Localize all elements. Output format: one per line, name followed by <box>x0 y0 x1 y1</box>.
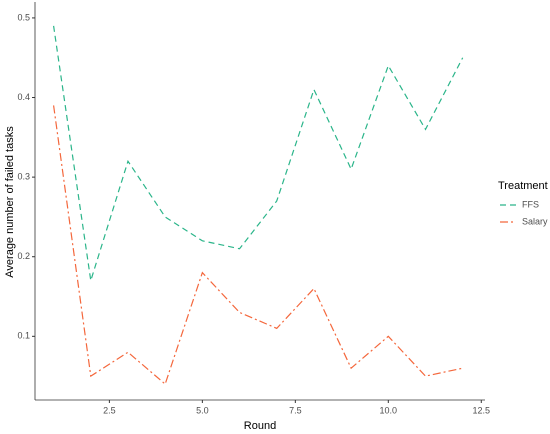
series-line <box>53 105 463 386</box>
x-tick-label: 2.5 <box>103 405 116 415</box>
y-tick-label: 0.3 <box>17 171 30 181</box>
y-tick-label: 0.4 <box>17 92 30 102</box>
x-tick-label: 12.5 <box>473 405 491 415</box>
legend-label: Salary <box>522 216 548 226</box>
x-axis-title: Round <box>244 420 276 432</box>
y-tick-label: 0.5 <box>17 12 30 22</box>
y-axis-title: Average number of failed tasks <box>4 126 16 278</box>
legend-title: Treatment <box>498 180 548 192</box>
y-tick-label: 0.1 <box>17 331 30 341</box>
series-line <box>53 25 464 281</box>
x-tick-label: 5.0 <box>196 405 209 415</box>
legend-label: FFS <box>522 199 539 209</box>
x-tick-label: 10.0 <box>380 405 398 415</box>
x-tick-label: 7.5 <box>289 405 302 415</box>
y-tick-label: 0.2 <box>17 251 30 261</box>
